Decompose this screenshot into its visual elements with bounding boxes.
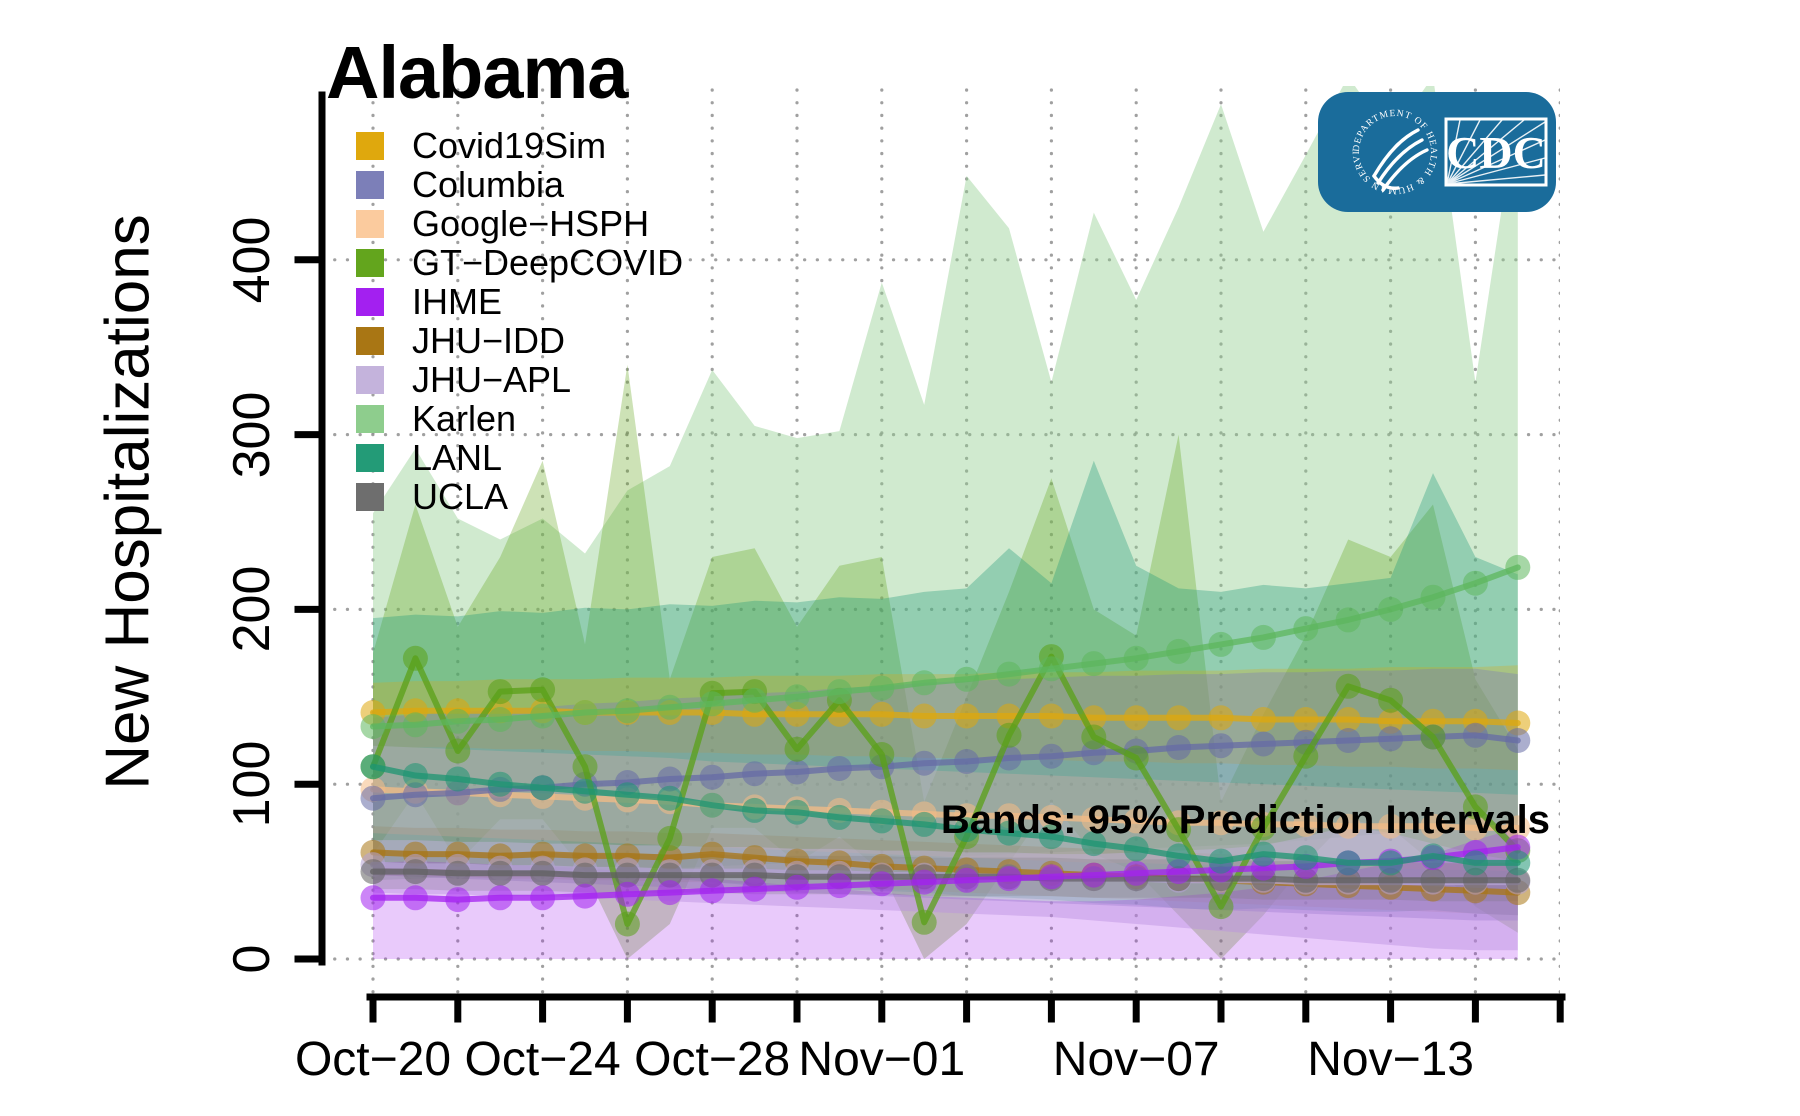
series-LANL — [360, 754, 1531, 876]
legend-item-google-hsph: Google−HSPH — [356, 204, 683, 243]
legend-swatch — [356, 482, 384, 511]
x-tick-label: Nov−13 — [1307, 1033, 1474, 1086]
cdc-rays-icon — [1446, 119, 1546, 185]
legend-label: IHME — [412, 281, 502, 322]
series-Columbia — [360, 722, 1531, 811]
y-tick-label: 400 — [223, 216, 281, 304]
legend-item-jhu-idd: JHU−IDD — [356, 321, 683, 360]
legend-label: Karlen — [412, 398, 517, 439]
legend-swatch — [356, 365, 384, 394]
legend-item-ihme: IHME — [356, 282, 683, 321]
bands-annotation: Bands: 95% Prediction Intervals — [940, 798, 1550, 842]
legend-item-covid19sim: Covid19Sim — [356, 126, 683, 165]
y-tick-label: 300 — [223, 391, 281, 478]
legend-item-columbia: Columbia — [356, 165, 683, 204]
y-tick-label: 100 — [223, 740, 281, 828]
legend-item-jhu-apl: JHU−APL — [356, 360, 683, 399]
legend-item-gt-deepcovid: GT−DeepCOVID — [356, 243, 683, 282]
x-tick-label: Nov−01 — [798, 1033, 966, 1086]
series-Karlen — [360, 554, 1531, 739]
band-Karlen — [373, 86, 1518, 881]
legend-swatch — [356, 209, 384, 238]
legend-swatch — [356, 248, 384, 277]
hhs-seal-text: DEPARTMENT OF HEALTH & HUMAN SERVICES US… — [0, 0, 1437, 195]
hhs-seal-icon: DEPARTMENT OF HEALTH & HUMAN SERVICES US… — [0, 0, 1438, 195]
y-tick-label: 0 — [223, 944, 281, 974]
legend-label: Covid19Sim — [412, 125, 607, 166]
band-IHME — [373, 827, 1518, 959]
legend-item-ucla: UCLA — [356, 477, 683, 516]
svg-text:DEPARTMENT OF HEALTH & HUMAN S: DEPARTMENT OF HEALTH & HUMAN SERVICES US… — [0, 0, 1438, 195]
x-tick-label: Nov−07 — [1052, 1033, 1220, 1086]
legend-label: UCLA — [412, 476, 509, 517]
hhs-eagle-icon — [1372, 128, 1429, 192]
band-GT-DeepCOVID — [373, 364, 1518, 959]
legend-label: Columbia — [412, 164, 565, 205]
legend-label: LANL — [412, 437, 503, 478]
legend-label: JHU−IDD — [412, 320, 566, 361]
model-lines — [360, 554, 1531, 937]
legend-swatch — [356, 326, 384, 355]
legend-swatch — [356, 287, 384, 316]
legend-swatch — [356, 443, 384, 472]
y-tick-label: 200 — [223, 566, 281, 653]
legend-swatch — [356, 131, 384, 160]
cdc-wordmark: CDC — [1446, 127, 1546, 178]
legend-swatch — [356, 170, 384, 199]
x-tick-label: Oct−28 — [634, 1033, 791, 1086]
x-tick-label: Oct−20 — [294, 1033, 452, 1086]
legend-swatch — [356, 404, 384, 433]
cdc-wordmark-box: CDC — [1444, 117, 1548, 187]
legend-item-karlen: Karlen — [356, 399, 683, 438]
legend: Covid19Sim Columbia Google−HSPH GT−DeepCOVI… — [356, 126, 683, 516]
legend-label: Google−HSPH — [412, 203, 650, 244]
x-tick-label: Oct−24 — [464, 1033, 621, 1086]
page-title: Alabama — [326, 31, 628, 114]
legend-label: JHU−APL — [412, 359, 572, 400]
legend-item-lanl: LANL — [356, 438, 683, 477]
legend-label: GT−DeepCOVID — [412, 242, 684, 283]
axes — [294, 91, 1566, 1023]
